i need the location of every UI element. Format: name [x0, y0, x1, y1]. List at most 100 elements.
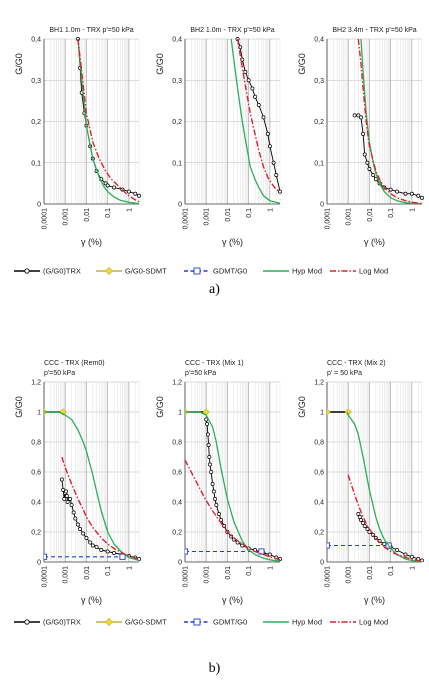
- trx-point: [68, 497, 73, 501]
- trx-point: [403, 552, 408, 557]
- y-tick-label: 0,4: [314, 500, 324, 507]
- chart-4: [43, 381, 141, 563]
- trx-point: [133, 191, 138, 196]
- legend-label: GDMT/G0: [213, 618, 247, 627]
- gdmt-point: [258, 548, 265, 555]
- trx-point: [210, 482, 215, 486]
- trx-line: [61, 479, 140, 560]
- y-tick-label: 0,3: [172, 78, 182, 85]
- trx-point: [112, 185, 116, 190]
- x-axis-label: γ (%): [81, 237, 102, 247]
- chart-subtitle: p' = 50 kPa: [327, 370, 362, 377]
- trx-point: [371, 173, 376, 178]
- chart-title: CCC - TRX (Mix 1): [185, 360, 244, 367]
- x-tick-label: 0,0001: [183, 208, 190, 230]
- x-tick-label: 0,1: [246, 208, 253, 218]
- gdmt-point: [44, 553, 48, 560]
- gdmt-point: [185, 548, 189, 555]
- gdmt-point: [119, 553, 126, 560]
- legend-label: G/G0-SDMT: [125, 267, 167, 276]
- y-tick-label: 0,2: [31, 530, 41, 537]
- y-tick-label: 0,4: [314, 37, 324, 44]
- y-axis-label: G/G0: [297, 396, 307, 418]
- caption-a: a): [209, 282, 220, 297]
- log-mod-line: [347, 474, 423, 562]
- trx-point: [105, 549, 110, 554]
- y-axis-label: G/G0: [297, 53, 307, 75]
- y-tick-label: 0: [178, 202, 182, 209]
- legend-b: [14, 618, 356, 626]
- legend-marker: [193, 267, 201, 275]
- trx-point: [71, 510, 76, 515]
- y-tick-label: 0,1: [31, 160, 41, 167]
- log-mod-line: [236, 38, 281, 193]
- x-tick-label: 1: [126, 208, 133, 212]
- x-tick-label: 0,1: [105, 566, 112, 576]
- trx-point: [359, 115, 363, 120]
- legend-label: (G/G0)TRX: [43, 618, 81, 627]
- trx-point: [94, 545, 99, 549]
- y-tick-label: 0,4: [31, 37, 41, 44]
- x-tick-label: 0,001: [63, 208, 70, 226]
- y-tick-label: 0,6: [172, 470, 182, 477]
- trx-point: [420, 195, 424, 200]
- y-tick-label: 0,2: [31, 119, 41, 126]
- x-tick-label: 0,001: [204, 566, 211, 584]
- legend-label: Hyp Mod: [292, 618, 322, 627]
- y-tick-label: 0,4: [31, 500, 41, 507]
- legend-label: Log Mod: [359, 267, 388, 276]
- y-tick-label: 0,8: [31, 440, 41, 447]
- y-axis-label: G/G0: [14, 396, 24, 418]
- x-tick-label: 0,1: [246, 566, 253, 576]
- trx-point: [388, 187, 393, 192]
- trx-point: [217, 512, 221, 516]
- x-tick-label: 0,01: [84, 566, 91, 580]
- trx-point: [59, 477, 64, 482]
- trx-point: [365, 527, 370, 531]
- sdmt-point: [327, 408, 331, 416]
- trx-point: [367, 166, 372, 171]
- trx-point: [409, 191, 414, 196]
- trx-point: [261, 115, 266, 120]
- trx-point: [205, 422, 210, 426]
- x-axis-label: γ (%): [364, 595, 385, 605]
- trx-point: [416, 193, 421, 198]
- legend-a: [14, 267, 356, 275]
- trx-point: [265, 131, 270, 136]
- y-axis-label: G/G0: [155, 53, 165, 75]
- x-axis-label: γ (%): [222, 237, 243, 247]
- y-tick-label: 0,2: [314, 119, 324, 126]
- x-tick-label: 0,0001: [42, 566, 49, 588]
- trx-point: [205, 432, 210, 437]
- x-tick-label: 0,0001: [42, 208, 49, 230]
- series-group: [76, 37, 141, 204]
- trx-point: [207, 455, 212, 459]
- trx-point: [246, 78, 251, 83]
- chart-2: [184, 37, 282, 205]
- y-tick-label: 0,1: [314, 160, 324, 167]
- trx-point: [105, 183, 110, 188]
- trx-point: [356, 512, 361, 516]
- trx-point: [64, 489, 69, 494]
- y-tick-label: 0: [320, 560, 324, 567]
- hyp-mod-line: [185, 411, 281, 562]
- x-tick-label: 0,0001: [183, 566, 190, 588]
- x-axis-label: γ (%): [364, 237, 385, 247]
- hyp-mod-line: [77, 38, 140, 204]
- series-group: [352, 38, 424, 204]
- trx-point: [209, 470, 214, 474]
- hyp-mod-line: [230, 38, 281, 204]
- chart-3: [326, 38, 424, 205]
- trx-point: [352, 113, 357, 118]
- trx-point: [88, 540, 93, 545]
- y-tick-label: 0,4: [172, 500, 182, 507]
- x-tick-label: 0,01: [225, 566, 232, 580]
- y-axis-label: G/G0: [155, 396, 165, 418]
- trx-point: [278, 189, 282, 194]
- trx-point: [395, 189, 399, 194]
- trx-line: [357, 513, 423, 561]
- y-tick-label: 0,6: [314, 470, 324, 477]
- trx-point: [271, 160, 276, 165]
- x-tick-label: 0,0001: [325, 566, 332, 588]
